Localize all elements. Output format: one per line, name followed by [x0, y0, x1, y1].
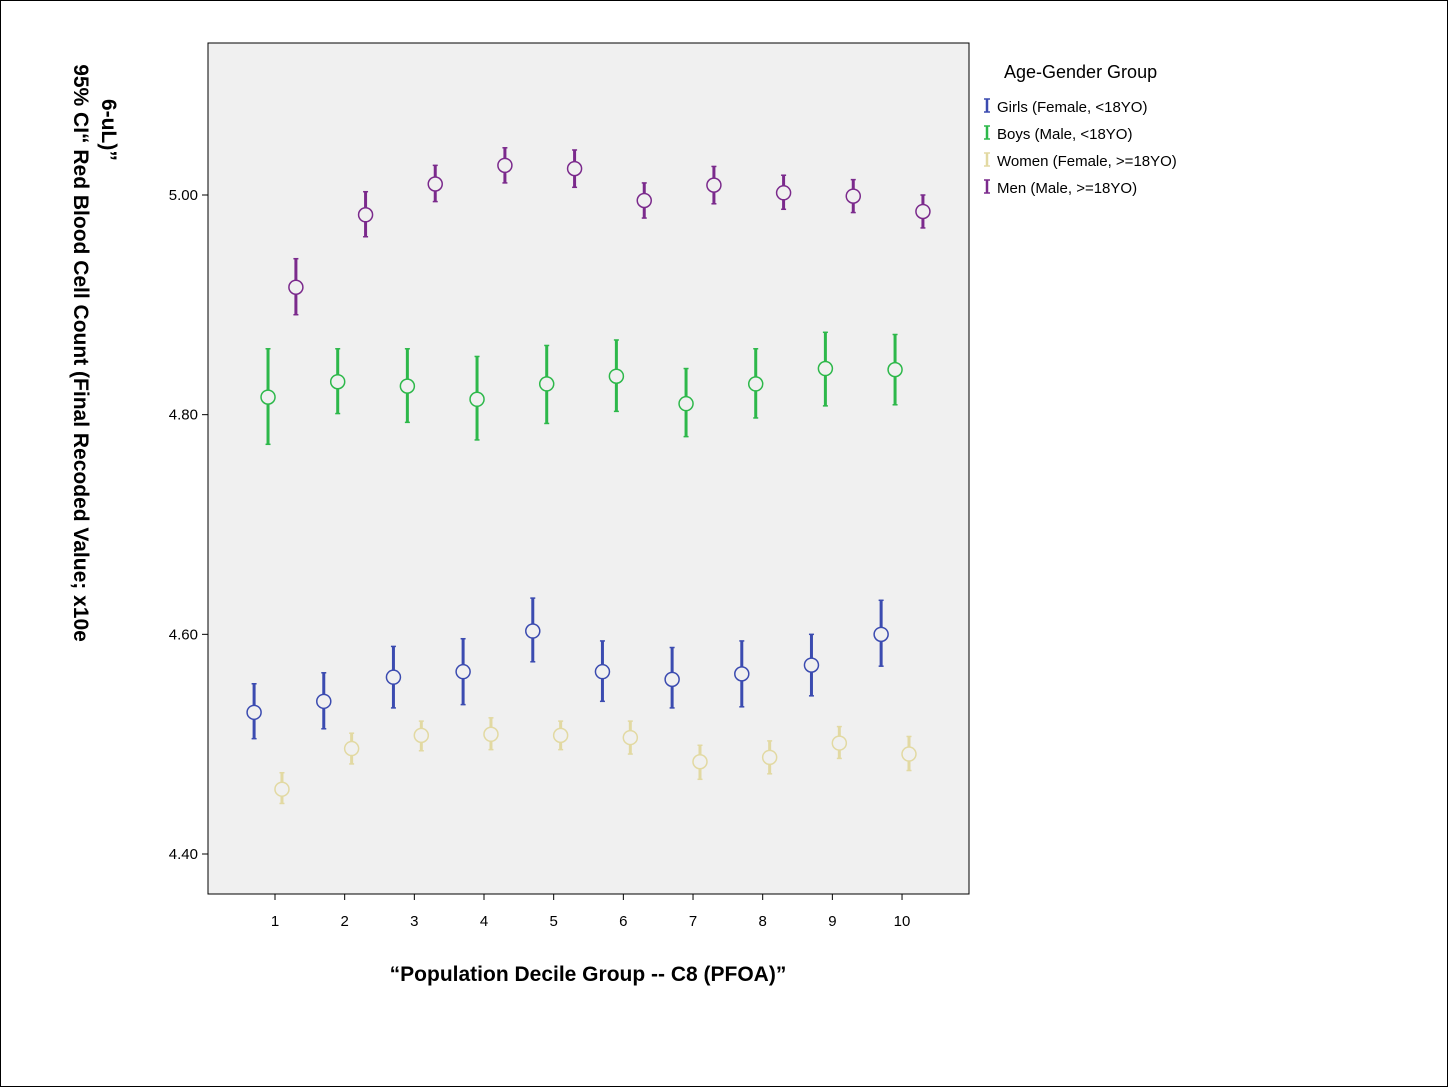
mean-marker — [706, 177, 722, 193]
mean-marker — [664, 671, 680, 688]
mean-marker — [831, 735, 848, 751]
legend-item: Women (Female, >=18YO) — [984, 152, 1177, 170]
x-tick-label: 5 — [550, 913, 558, 930]
mean-marker — [288, 279, 304, 296]
y-tick-label: 4.40 — [169, 846, 198, 863]
mean-marker — [538, 376, 555, 392]
mean-marker — [761, 749, 778, 766]
y-axis-title-line-2: 6-uL)” — [97, 99, 120, 161]
mean-marker — [274, 781, 290, 797]
plot-area — [207, 42, 970, 895]
mean-marker — [915, 203, 931, 220]
x-tick-label: 2 — [340, 913, 348, 930]
series-1 — [246, 597, 889, 740]
y-tick-label: 4.60 — [169, 626, 198, 643]
mean-marker — [775, 185, 792, 201]
mean-marker — [817, 360, 834, 377]
mean-marker — [803, 657, 820, 673]
mean-marker — [316, 693, 332, 710]
legend: Age-Gender Group Girls (Female, <18YO) Bo… — [984, 62, 1177, 197]
mean-marker — [483, 726, 499, 743]
mean-marker — [525, 623, 541, 639]
mean-marker — [246, 704, 262, 721]
x-axis-title: “Population Decile Group -- C8 (PFOA)” — [390, 963, 787, 986]
mean-marker — [608, 368, 625, 384]
legend-label: Girls (Female, <18YO) — [997, 99, 1147, 116]
legend-item: Boys (Male, <18YO) — [984, 125, 1132, 143]
mean-marker — [455, 663, 471, 680]
x-tick-label: 6 — [619, 913, 627, 930]
legend-label: Women (Female, >=18YO) — [997, 153, 1177, 170]
mean-marker — [747, 376, 764, 392]
mean-marker — [399, 378, 416, 394]
mean-marker — [343, 740, 360, 757]
mean-marker — [636, 192, 653, 209]
x-tick-label: 4 — [480, 913, 488, 930]
mean-marker — [469, 391, 485, 408]
mean-marker — [566, 160, 583, 177]
mean-marker — [413, 727, 430, 744]
y-axis-title-line-1: 95% CI“ Red Blood Cell Count (Final Reco… — [69, 64, 92, 642]
x-tick-label: 3 — [410, 913, 418, 930]
y-tick-label: 5.00 — [169, 187, 198, 204]
legend-item: Men (Male, >=18YO) — [984, 179, 1137, 197]
mean-marker — [552, 727, 569, 744]
mean-marker — [497, 157, 513, 174]
legend-item: Girls (Female, <18YO) — [984, 98, 1147, 116]
x-tick-label: 1 — [271, 913, 279, 930]
series-4 — [288, 147, 931, 316]
mean-marker — [873, 626, 889, 643]
mean-marker — [427, 176, 443, 192]
mean-marker — [734, 666, 750, 682]
mean-marker — [622, 729, 639, 746]
mean-marker — [692, 753, 708, 770]
x-tick-label: 7 — [689, 913, 697, 930]
mean-marker — [901, 746, 917, 762]
x-tick-label: 9 — [828, 913, 836, 930]
y-axis-title-group: 95% CI“ Red Blood Cell Count (Final Reco… — [69, 64, 120, 642]
legend-title: Age-Gender Group — [1004, 62, 1157, 82]
x-tick-label: 8 — [759, 913, 767, 930]
y-axis: 4.40 4.60 4.80 5.00 — [169, 187, 208, 863]
mean-marker — [678, 395, 694, 412]
mean-marker — [845, 188, 862, 204]
series-2 — [260, 331, 903, 446]
mean-marker — [329, 373, 346, 390]
legend-label: Boys (Male, <18YO) — [997, 126, 1132, 143]
mean-marker — [887, 361, 903, 378]
y-tick-label: 4.80 — [169, 407, 198, 424]
x-axis: 1 2 3 4 5 6 7 8 9 10 — [271, 894, 911, 930]
mean-marker — [385, 669, 402, 685]
x-tick-label: 10 — [894, 913, 911, 930]
mean-marker — [594, 663, 611, 680]
legend-label: Men (Male, >=18YO) — [997, 180, 1137, 197]
mean-marker — [357, 207, 374, 223]
data-marks — [246, 147, 931, 805]
mean-marker — [260, 389, 276, 405]
series-3 — [274, 717, 917, 805]
